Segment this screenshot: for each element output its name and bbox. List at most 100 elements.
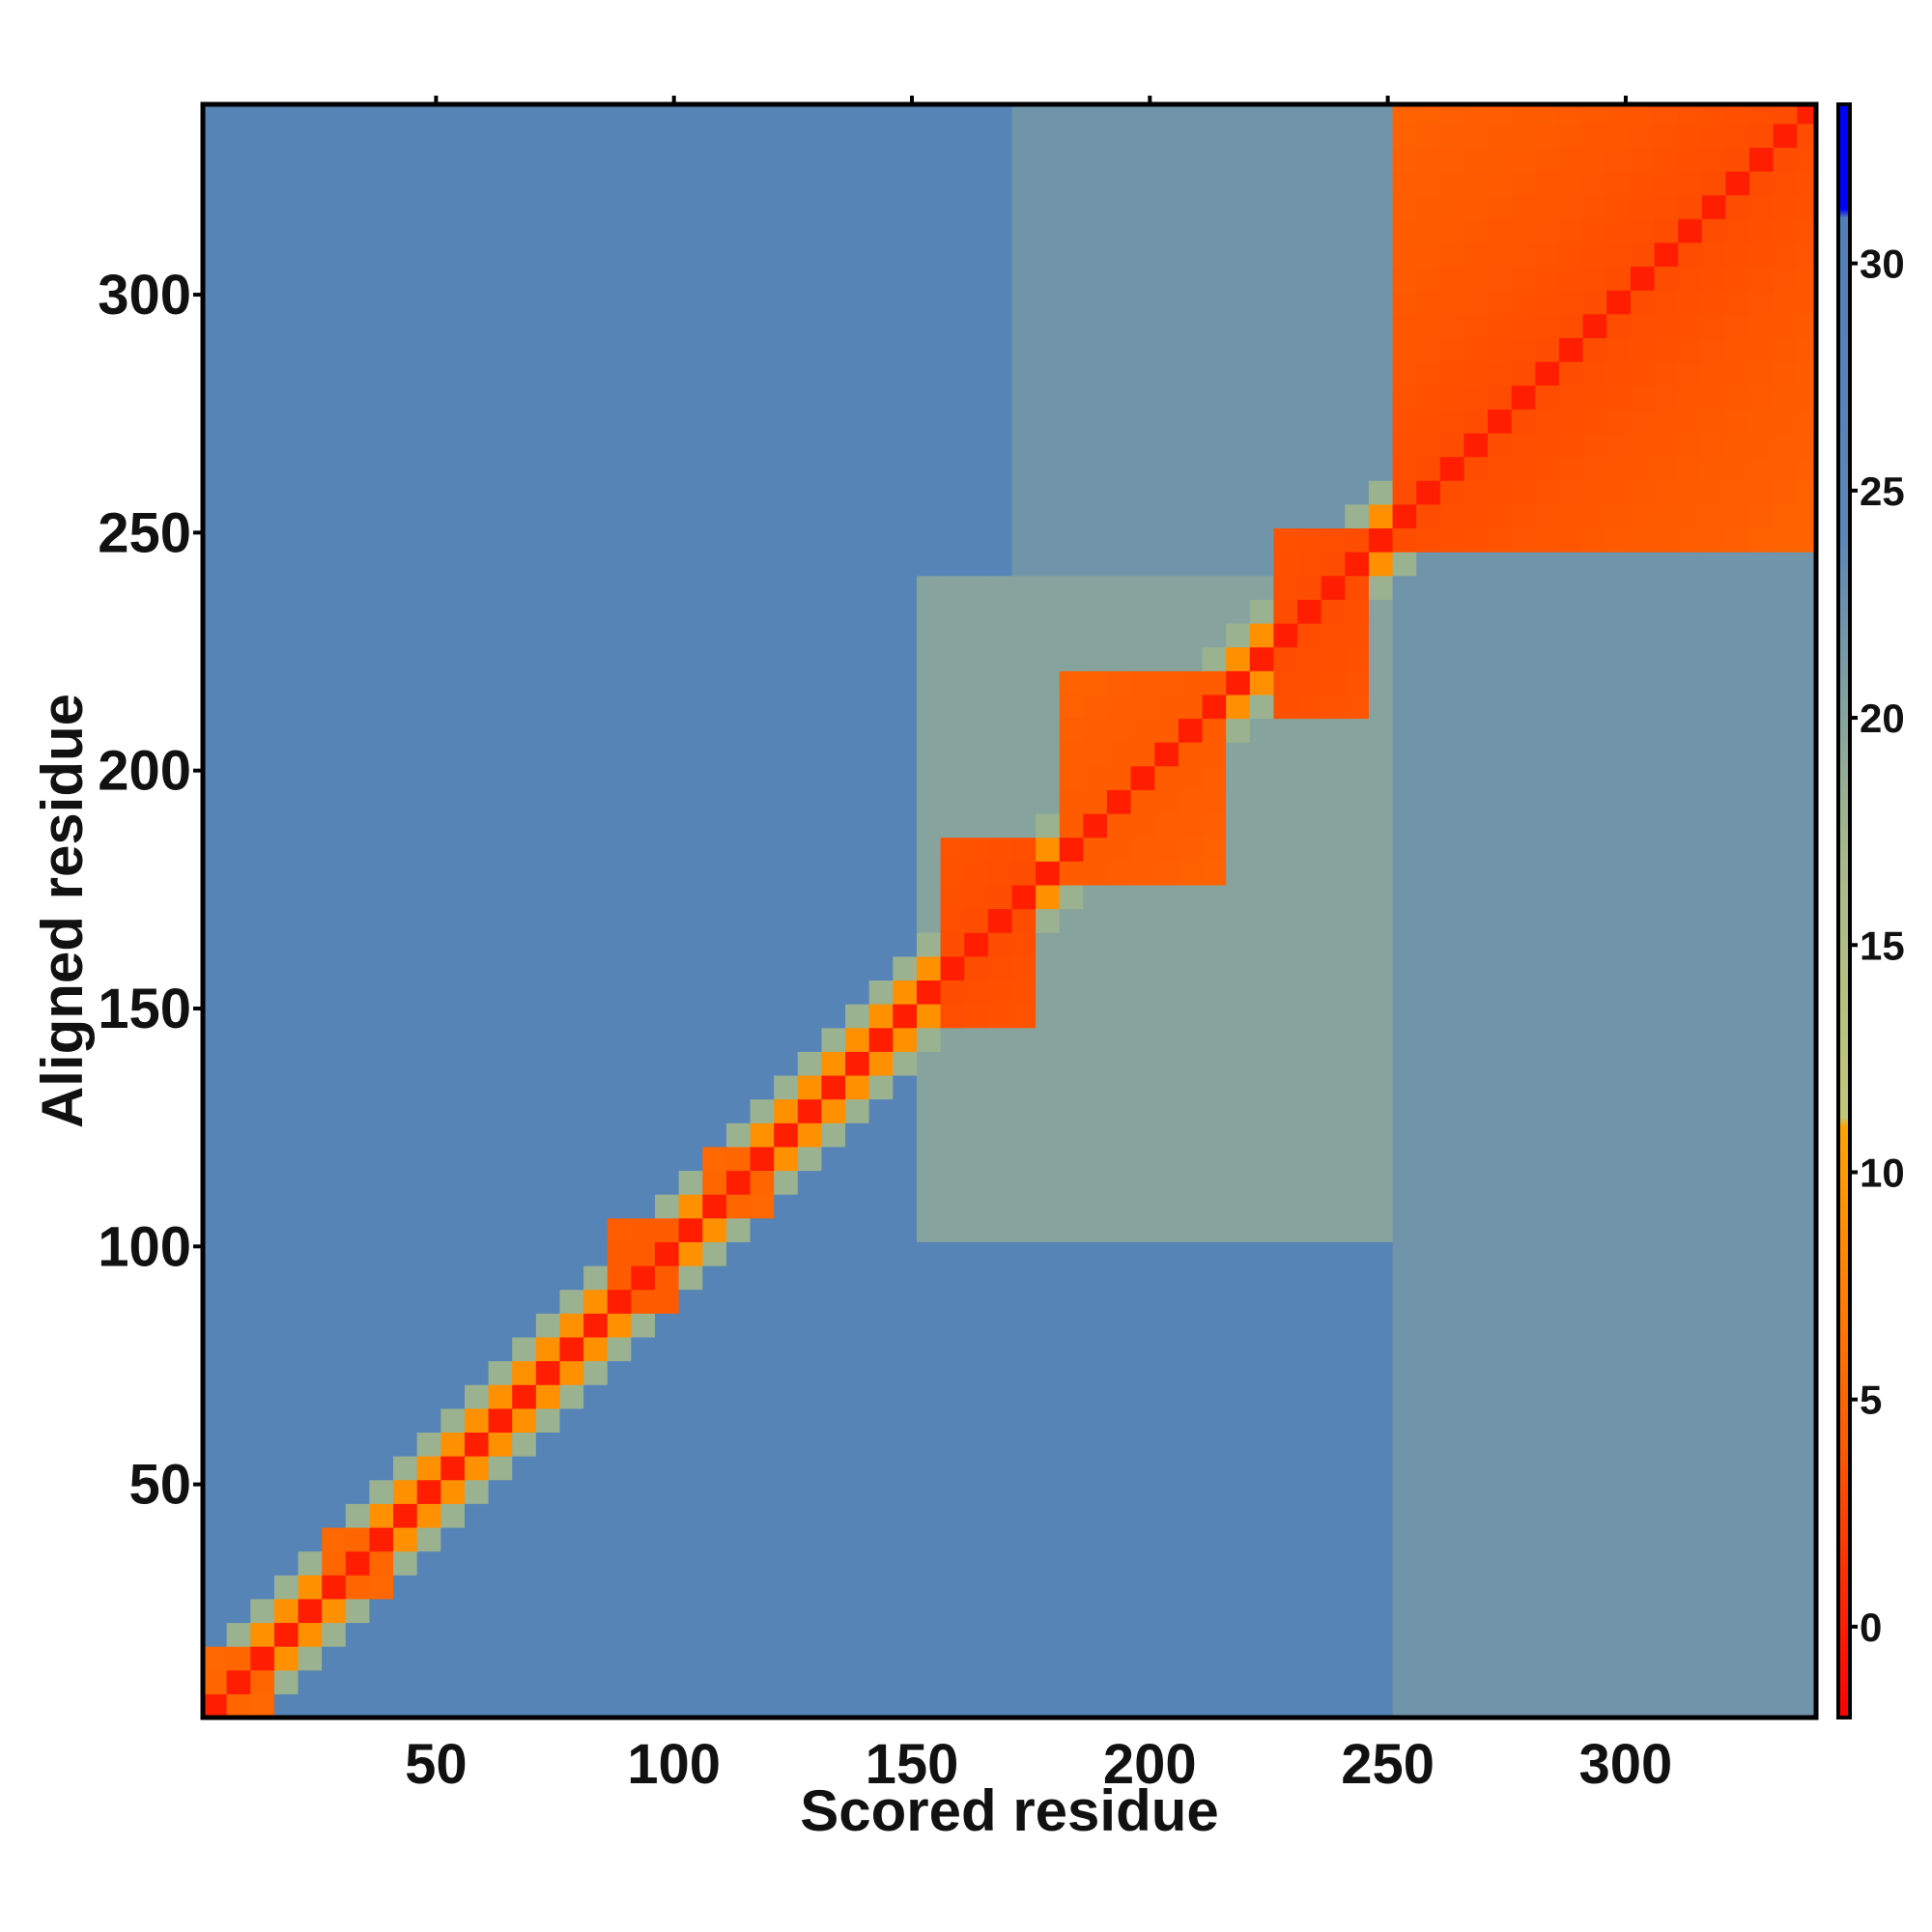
heatmap-cell	[1321, 337, 1346, 362]
heatmap-cell	[702, 861, 727, 886]
heatmap-cell	[1797, 1194, 1817, 1219]
heatmap-cell	[797, 1550, 823, 1576]
heatmap-cell	[868, 789, 894, 814]
heatmap-cell	[1130, 789, 1155, 814]
heatmap-cell	[1535, 1646, 1560, 1671]
heatmap-cell	[987, 384, 1013, 410]
heatmap-cell	[226, 932, 251, 957]
heatmap-cell	[1226, 480, 1251, 505]
heatmap-cell	[916, 409, 942, 434]
heatmap-cell	[512, 980, 537, 1005]
heatmap-cell	[298, 955, 323, 981]
heatmap-cell	[1797, 1313, 1817, 1338]
heatmap-cell	[916, 1336, 942, 1362]
heatmap-cell	[1273, 123, 1298, 148]
heatmap-cell	[702, 480, 727, 505]
heatmap-cell	[1654, 1051, 1679, 1076]
heatmap-cell	[1154, 456, 1179, 481]
heatmap-cell	[821, 104, 846, 125]
heatmap-cell	[916, 1146, 942, 1172]
heatmap-cell	[1392, 361, 1417, 386]
heatmap-cell	[774, 1550, 799, 1576]
heatmap-cell	[868, 1503, 894, 1528]
heatmap-cell	[1749, 1598, 1775, 1624]
heatmap-cell	[797, 170, 823, 196]
heatmap-cell	[559, 313, 584, 338]
heatmap-cell	[1773, 622, 1798, 648]
heatmap-cell	[964, 1622, 989, 1647]
heatmap-cell	[1083, 361, 1108, 386]
heatmap-cell	[1059, 1051, 1084, 1076]
heatmap-cell	[1011, 456, 1037, 481]
heatmap-cell	[1773, 1693, 1798, 1719]
heatmap-cell	[1797, 1027, 1817, 1052]
heatmap-cell	[916, 813, 942, 838]
heatmap-cell	[1368, 242, 1394, 268]
heatmap-cell	[1439, 432, 1465, 458]
heatmap-cell	[1749, 646, 1775, 671]
heatmap-cell	[607, 1360, 632, 1385]
heatmap-cell	[1106, 1289, 1132, 1314]
heatmap-cell	[940, 1146, 965, 1172]
heatmap-cell	[1606, 313, 1632, 338]
heatmap-cell	[1606, 1289, 1632, 1314]
heatmap-cell	[654, 1598, 680, 1624]
heatmap-cell	[1154, 1526, 1179, 1552]
heatmap-cell	[416, 1550, 441, 1576]
heatmap-cell	[1463, 599, 1489, 624]
colorbar-tick-label: 20	[1860, 696, 1905, 741]
heatmap-cell	[440, 1622, 466, 1647]
y-tick-label: 300	[98, 264, 191, 327]
heatmap-cell	[1226, 1360, 1251, 1385]
heatmap-cell	[298, 718, 323, 743]
heatmap-cell	[203, 955, 228, 981]
heatmap-cell	[1178, 789, 1204, 814]
heatmap-cell	[1154, 480, 1179, 505]
heatmap-cell	[1678, 1336, 1703, 1362]
heatmap-cell	[940, 1194, 965, 1219]
heatmap-cell	[1439, 599, 1465, 624]
heatmap-cell	[678, 1360, 703, 1385]
heatmap-cell	[1059, 1170, 1084, 1195]
heatmap-cell	[1488, 194, 1513, 219]
heatmap-cell	[654, 1384, 680, 1409]
heatmap-cell	[845, 670, 870, 696]
heatmap-cell	[1130, 266, 1155, 291]
heatmap-cell	[1345, 575, 1370, 600]
heatmap-cell	[916, 1051, 942, 1076]
heatmap-cell	[298, 646, 323, 671]
heatmap-cell	[774, 1241, 799, 1266]
heatmap-cell	[1226, 170, 1251, 196]
heatmap-cell	[1273, 980, 1298, 1005]
heatmap-cell	[393, 218, 418, 243]
heatmap-cell	[725, 1526, 752, 1552]
heatmap-cell	[273, 1360, 299, 1385]
heatmap-cell	[1725, 980, 1750, 1005]
heatmap-cell	[1678, 1526, 1703, 1552]
heatmap-cell	[1059, 742, 1084, 767]
heatmap-cell	[940, 1360, 965, 1385]
y-tick-label: 50	[128, 1454, 191, 1517]
heatmap-cell	[916, 1693, 942, 1719]
heatmap-cell	[797, 1669, 823, 1694]
heatmap-cell	[1773, 503, 1798, 529]
heatmap-cell	[1345, 432, 1370, 458]
heatmap-cell	[1083, 527, 1108, 553]
heatmap-cell	[1749, 503, 1775, 529]
heatmap-cell	[750, 1622, 775, 1647]
heatmap-cell	[1630, 1432, 1656, 1457]
heatmap-cell	[654, 384, 680, 410]
heatmap-cell	[1202, 1622, 1227, 1647]
heatmap-cell	[1059, 194, 1084, 219]
heatmap-cell	[1321, 884, 1346, 910]
heatmap-cell	[1535, 1503, 1560, 1528]
heatmap-cell	[1226, 932, 1251, 957]
heatmap-cell	[1535, 266, 1560, 291]
heatmap-cell	[440, 742, 466, 767]
heatmap-cell	[1797, 1622, 1817, 1647]
heatmap-cell	[1439, 313, 1465, 338]
heatmap-cell	[464, 1004, 490, 1029]
heatmap-cell	[631, 170, 656, 196]
heatmap-cell	[987, 313, 1013, 338]
heatmap-cell	[1321, 980, 1346, 1005]
